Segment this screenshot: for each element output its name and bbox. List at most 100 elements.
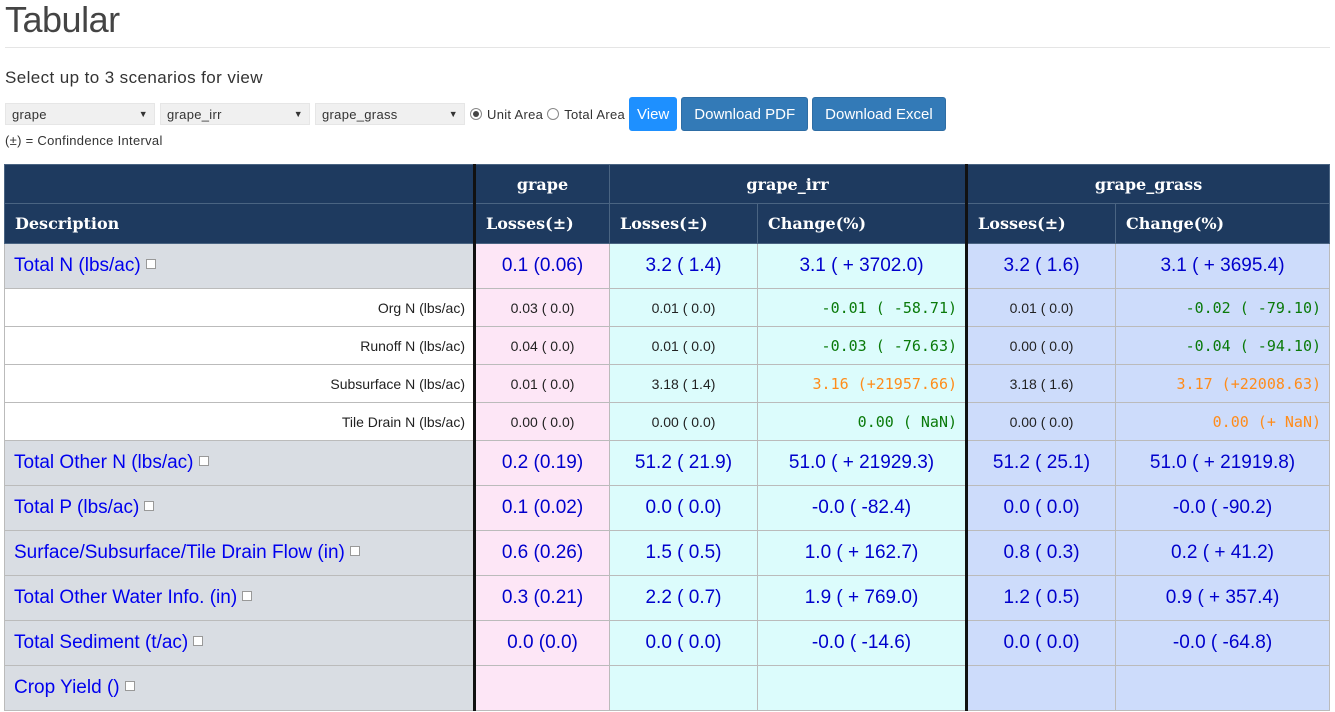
scenario-3-select[interactable]: grape_grass ▼: [315, 103, 465, 125]
expand-checkbox[interactable]: [349, 545, 360, 556]
scenario-controls: grape ▼ grape_irr ▼ grape_grass ▼ Unit A…: [5, 97, 950, 131]
value-cell: 0.0 ( 0.0): [609, 485, 758, 531]
change-cell: 0.00 ( NaN): [756, 402, 968, 441]
value-cell: 0.00 ( 0.0): [965, 402, 1117, 441]
change-header: Change(%): [1115, 203, 1331, 244]
row-label-link[interactable]: Total P (lbs/ac): [14, 497, 140, 518]
value-cell: 51.2 ( 21.9): [609, 440, 758, 486]
losses-header: Losses(±): [609, 203, 758, 244]
change-cell: 3.1 ( + 3695.4): [1115, 243, 1331, 289]
value-cell: [473, 665, 610, 711]
total-area-radio[interactable]: [547, 108, 560, 120]
row-label-link[interactable]: Total Other Water Info. (in): [14, 587, 238, 608]
row-label-link[interactable]: Total Sediment (t/ac): [14, 632, 189, 653]
expand-checkbox[interactable]: [242, 590, 253, 601]
table-row: Subsurface N (lbs/ac) 0.01 ( 0.0) 3.18 ( 1…: [4, 364, 1331, 403]
value-cell: 0.00 ( 0.0): [609, 402, 758, 441]
value-cell: 0.1 (0.02): [473, 485, 610, 531]
table-row: Total Other Water Info. (in) 0.3 (0.21) 2.…: [4, 575, 1331, 621]
value-cell: 0.2 (0.19): [473, 440, 610, 486]
value-cell: 1.5 ( 0.5): [609, 530, 758, 576]
change-cell: -0.04 ( -94.10): [1115, 326, 1331, 365]
value-cell: 51.2 ( 25.1): [965, 440, 1117, 486]
scenario-1-select[interactable]: grape ▼: [5, 103, 155, 125]
table-row: Total P (lbs/ac) 0.1 (0.02) 0.0 ( 0.0) -0.0…: [4, 485, 1331, 531]
value-cell: 0.00 ( 0.0): [965, 326, 1117, 365]
unit-area-radio[interactable]: [470, 108, 482, 120]
expand-checkbox[interactable]: [198, 455, 209, 466]
table-row: Surface/Subsurface/Tile Drain Flow (in) 0…: [4, 530, 1331, 576]
scenario-2-value: grape_irr: [167, 106, 222, 122]
scenario-instructions: Select up to 3 scenarios for view: [5, 68, 263, 87]
row-label-cell[interactable]: Surface/Subsurface/Tile Drain Flow (in): [4, 530, 475, 576]
total-area-option[interactable]: Total Area: [547, 107, 629, 122]
scenario-header-1: grape: [473, 164, 610, 204]
change-cell: -0.01 ( -58.71): [756, 288, 968, 327]
change-cell: 51.0 ( + 21929.3): [756, 440, 968, 486]
change-cell: 0.00 (+ NaN): [1115, 402, 1331, 441]
description-header: Description: [4, 203, 475, 244]
change-header: Change(%): [756, 203, 968, 244]
table-row: Total N (lbs/ac) 0.1 (0.06) 3.2 ( 1.4) 3.1 …: [4, 243, 1331, 289]
total-area-label: Total Area: [564, 106, 626, 122]
download-pdf-button[interactable]: Download PDF: [681, 97, 809, 131]
expand-checkbox[interactable]: [124, 680, 135, 691]
value-cell: [609, 665, 758, 711]
table-body: Total N (lbs/ac) 0.1 (0.06) 3.2 ( 1.4) 3.1 …: [4, 243, 1331, 711]
change-cell: -0.0 ( -14.6): [756, 620, 968, 666]
value-cell: 0.03 ( 0.0): [473, 288, 610, 327]
change-cell: -0.02 ( -79.10): [1115, 288, 1331, 327]
sub-row-label: Subsurface N (lbs/ac): [4, 364, 475, 403]
sub-row-label: Runoff N (lbs/ac): [4, 326, 475, 365]
table-row: Total Other N (lbs/ac) 0.2 (0.19) 51.2 ( 2…: [4, 440, 1331, 486]
unit-area-label: Unit Area: [487, 106, 544, 122]
scenario-1-value: grape: [12, 106, 47, 122]
value-cell: 3.18 ( 1.4): [609, 364, 758, 403]
row-label-cell[interactable]: Crop Yield (): [4, 665, 475, 711]
value-cell: 0.04 ( 0.0): [473, 326, 610, 365]
row-label-link[interactable]: Total Other N (lbs/ac): [14, 452, 194, 473]
table-row: Org N (lbs/ac) 0.03 ( 0.0) 0.01 ( 0.0) -0.0…: [4, 288, 1331, 327]
page-title: Tabular: [5, 0, 120, 40]
header-blank: [4, 164, 475, 204]
row-label-cell[interactable]: Total P (lbs/ac): [4, 485, 475, 531]
dropdown-arrow-icon: ▼: [448, 109, 458, 119]
value-cell: 0.3 (0.21): [473, 575, 610, 621]
row-label-cell[interactable]: Total Other N (lbs/ac): [4, 440, 475, 486]
row-label-cell[interactable]: Total Other Water Info. (in): [4, 575, 475, 621]
change-cell: -0.0 ( -82.4): [756, 485, 968, 531]
change-cell: 3.16 (+21957.66): [756, 364, 968, 403]
value-cell: 3.2 ( 1.4): [609, 243, 758, 289]
row-label-cell[interactable]: Total N (lbs/ac): [4, 243, 475, 289]
scenario-2-select[interactable]: grape_irr ▼: [160, 103, 310, 125]
expand-checkbox[interactable]: [144, 500, 155, 511]
confidence-interval-note: (±) = Confindence Interval: [5, 133, 163, 148]
losses-header: Losses(±): [965, 203, 1117, 244]
value-cell: 0.01 ( 0.0): [473, 364, 610, 403]
change-cell: -0.03 ( -76.63): [756, 326, 968, 365]
scenario-header-2: grape_irr: [608, 164, 968, 204]
losses-header: Losses(±): [473, 203, 610, 244]
change-cell: [756, 665, 968, 711]
change-cell: 0.9 ( + 357.4): [1115, 575, 1331, 621]
change-cell: 3.17 (+22008.63): [1115, 364, 1331, 403]
expand-checkbox[interactable]: [193, 635, 204, 646]
change-cell: 3.1 ( + 3702.0): [756, 243, 968, 289]
title-divider: [5, 47, 1330, 48]
value-cell: 0.8 ( 0.3): [965, 530, 1117, 576]
value-cell: 0.01 ( 0.0): [965, 288, 1117, 327]
expand-checkbox[interactable]: [145, 258, 156, 269]
row-label-cell[interactable]: Total Sediment (t/ac): [4, 620, 475, 666]
change-cell: 1.0 ( + 162.7): [756, 530, 968, 576]
download-excel-button[interactable]: Download Excel: [812, 97, 946, 131]
row-label-link[interactable]: Crop Yield (): [14, 677, 120, 698]
value-cell: 0.0 ( 0.0): [965, 620, 1117, 666]
row-label-link[interactable]: Surface/Subsurface/Tile Drain Flow (in): [14, 542, 345, 563]
row-label-link[interactable]: Total N (lbs/ac): [14, 255, 141, 276]
value-cell: 0.00 ( 0.0): [473, 402, 610, 441]
table-row: Runoff N (lbs/ac) 0.04 ( 0.0) 0.01 ( 0.0) -…: [4, 326, 1331, 365]
view-button[interactable]: View: [629, 97, 678, 131]
dropdown-arrow-icon: ▼: [293, 109, 303, 119]
change-cell: [1115, 665, 1331, 711]
unit-area-option[interactable]: Unit Area: [470, 107, 547, 122]
